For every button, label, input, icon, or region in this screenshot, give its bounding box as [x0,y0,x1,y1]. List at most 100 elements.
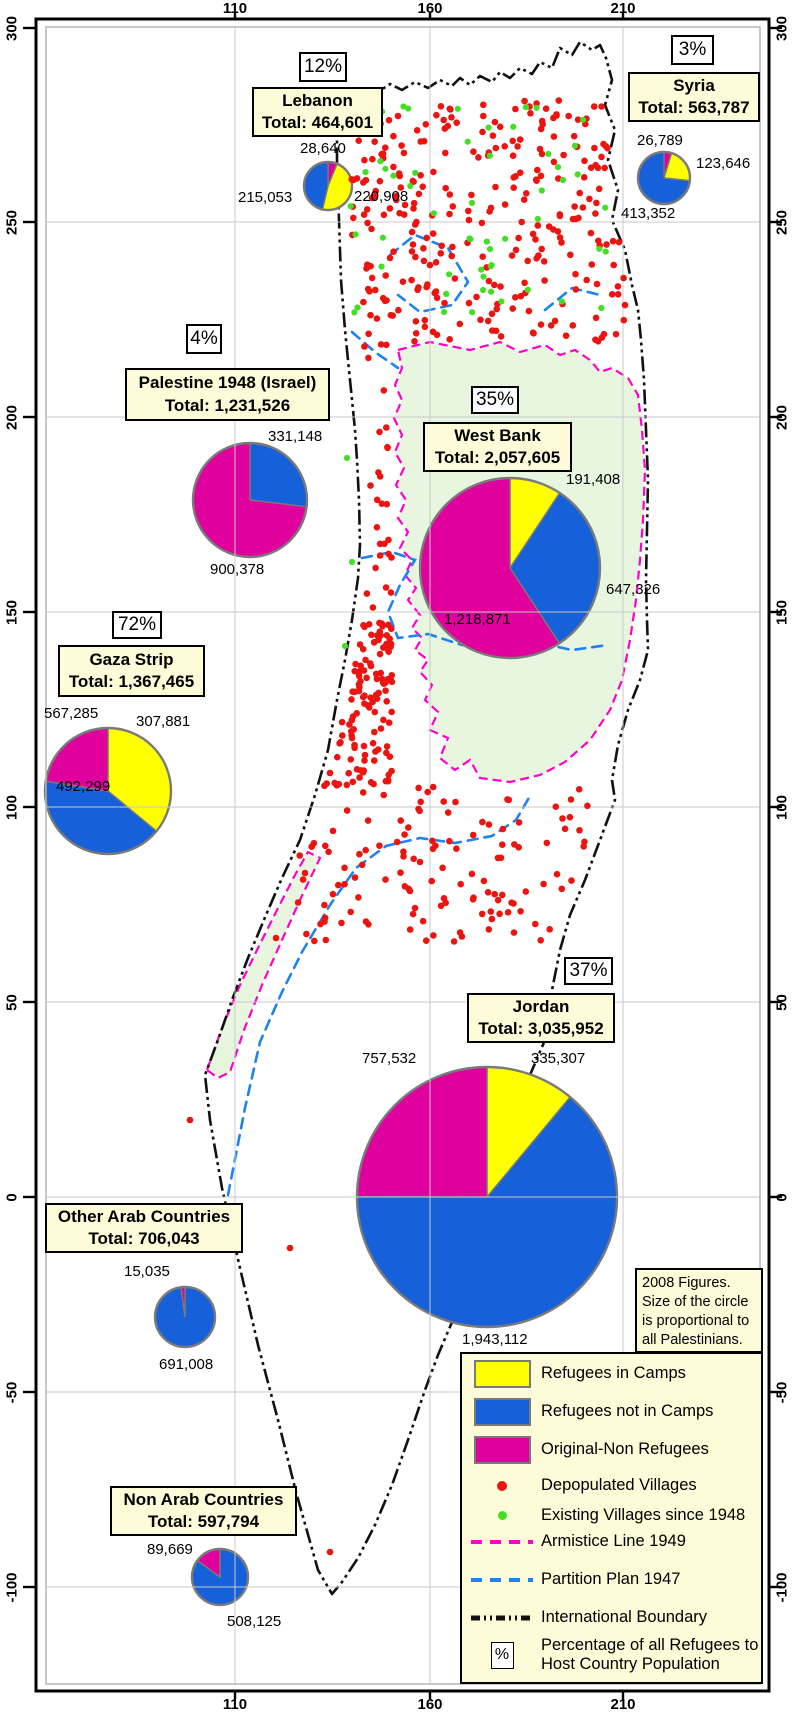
line-icon [471,1615,533,1621]
village-dot [488,915,496,923]
y-axis-tick-label: 100 [3,794,21,821]
region-title-box-syria: Syria Total: 563,787 [628,72,760,122]
village-dot [437,103,445,110]
village-dot [354,304,361,311]
village-dot [382,272,390,279]
village-dot [444,122,452,130]
village-dot [522,104,530,111]
village-dot [477,316,484,324]
pie-rim [636,150,692,206]
existing_villages-dot-icon [467,1511,537,1521]
pie-value-label: 220,908 [354,188,409,205]
village-dot [433,111,440,119]
x-axis-tick-label: 210 [610,0,636,17]
x-axis-tick-label: 160 [417,1696,443,1713]
village-dot [412,169,419,176]
village-dot [439,864,446,872]
international-boundary-line [203,40,650,1596]
color-swatch [473,1398,531,1426]
note-box: 2008 Figures. Size of the circle is prop… [635,1268,763,1353]
village-dot [329,890,337,898]
village-dot [491,118,499,126]
village-dot [485,821,493,828]
village-dot [386,205,394,212]
village-dot [559,815,566,822]
village-dot [428,877,436,885]
village-dot [430,932,437,939]
pie-slice-refugees_not_in_camps [249,442,308,508]
village-dot [388,767,395,775]
village-dot [567,796,575,803]
legend-item-label: Refugees not in Camps [541,1402,714,1421]
village-dot [382,165,389,172]
y-axis-tick-label: -50 [773,1381,791,1404]
village-dot [338,718,346,726]
village-dot [446,210,453,218]
village-dot [347,203,354,210]
village-dot [372,670,380,678]
village-dot [424,788,432,796]
village-dot [364,817,372,824]
legend-item-original_non_refugees: Original-Non Refugees [467,1436,759,1464]
village-dot [365,921,372,928]
village-dot [378,620,386,627]
village-dot [301,869,309,877]
village-dot [598,153,605,161]
village-dot [396,209,403,217]
village-dot [552,803,560,810]
village-dot [362,169,369,176]
region-title-box-palestine_1948: Palestine 1948 (Israel) Total: 1,231,526 [125,368,330,421]
legend-item-refugees_not_in_camps: Refugees not in Camps [467,1398,759,1426]
village-dot [409,177,417,185]
partition-plan-1947-line [543,286,602,312]
village-dot [497,333,505,340]
village-dot [409,241,417,248]
village-dot [377,725,385,732]
pie-rim [153,1285,217,1349]
y-axis-tick-label: 50 [3,994,21,1011]
village-dot [364,219,371,227]
village-dot [496,910,503,918]
village-dot [489,327,496,334]
region-name: Jordan [512,996,570,1016]
village-dot [598,304,605,312]
village-dot [376,552,384,559]
village-dot [524,286,531,293]
village-dot [360,298,367,306]
village-dot [620,316,628,324]
village-dot [540,258,548,265]
village-dot [415,784,422,792]
legend-item-depopulated_villages: Depopulated Villages [467,1476,759,1495]
village-dot [341,864,348,872]
village-dot [373,695,381,702]
village-dot [378,263,385,270]
village-dot [383,743,391,750]
village-dot [372,187,380,195]
village-dot [422,121,430,128]
village-dot [326,1548,334,1556]
village-dot [590,103,598,110]
village-dot [412,318,420,325]
village-dot [609,237,617,245]
village-dot [571,142,579,149]
village-dot [383,341,390,349]
pct-box-syria: 3% [671,35,714,65]
village-dot [415,190,423,198]
village-dot [385,621,392,629]
pie-value-label: 335,307 [531,1050,586,1067]
village-dot [348,558,356,566]
village-dot [367,662,375,670]
village-dot [592,210,599,217]
y-axis-tick-label: 0 [773,1193,791,1202]
village-dot [601,164,608,172]
village-dot [325,848,332,856]
village-dot [408,276,415,284]
village-dot [379,294,387,302]
village-dot [376,428,383,436]
region-title-box-gaza: Gaza Strip Total: 1,367,465 [58,645,205,697]
village-dot [400,853,407,860]
village-dot [591,144,598,152]
village-dot [468,199,476,206]
village-dot [379,234,386,241]
pie-jordan [355,1065,619,1329]
